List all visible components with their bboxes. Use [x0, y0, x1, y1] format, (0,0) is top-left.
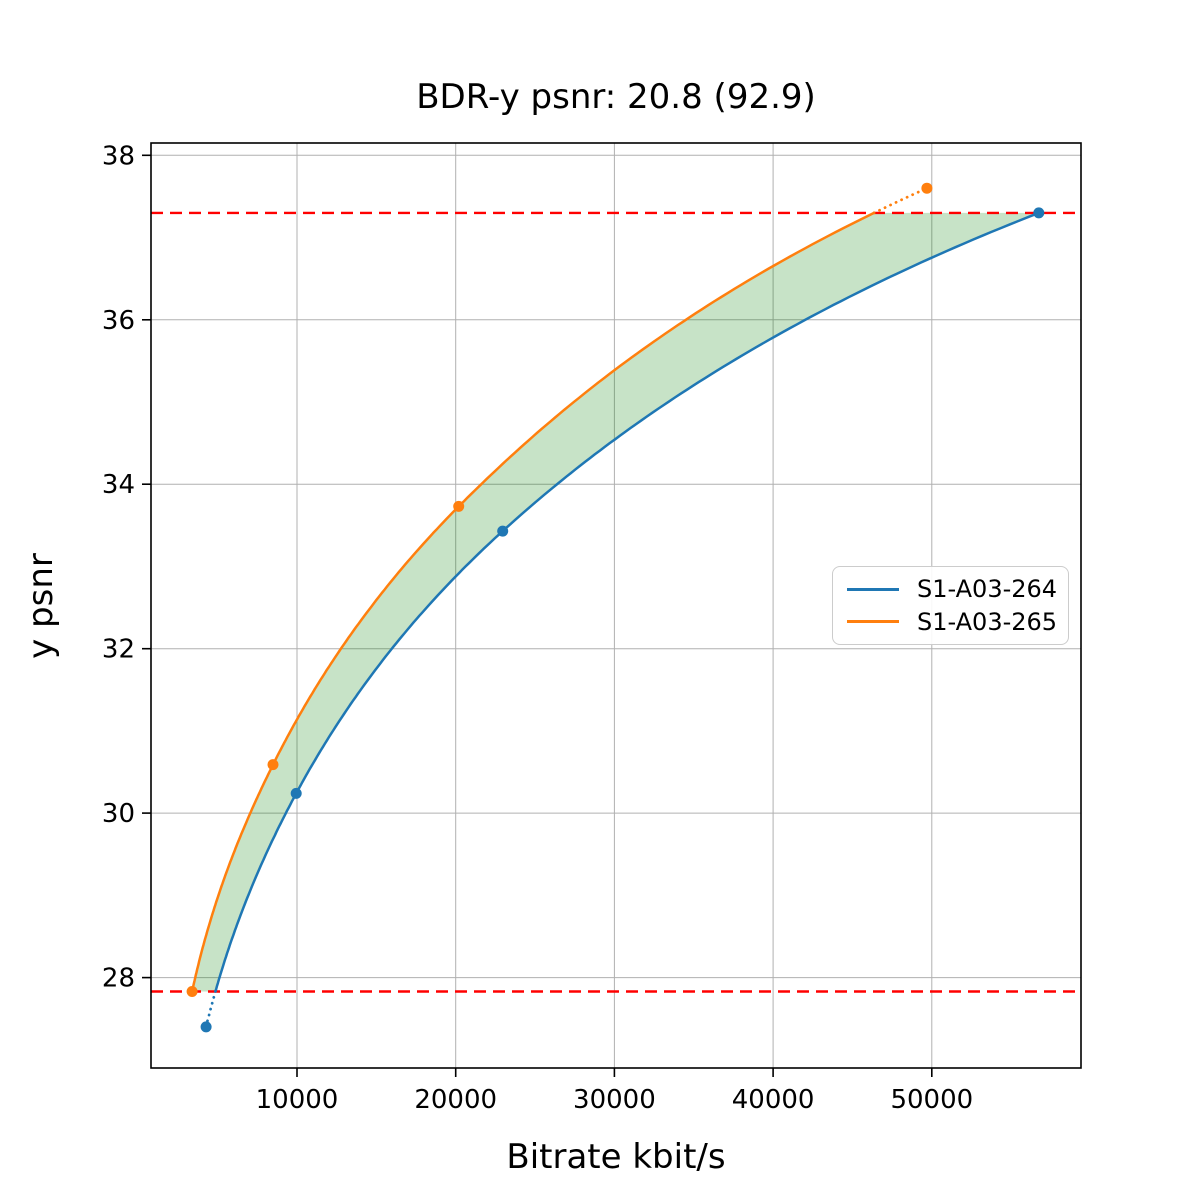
series-curve-dotted: [872, 186, 929, 215]
series-curve: [190, 211, 875, 992]
data-point-marker: [200, 1021, 212, 1033]
data-point-marker: [290, 787, 302, 799]
legend-line-orange: [847, 620, 899, 624]
legend-line-blue: [847, 587, 899, 591]
data-point-marker: [921, 182, 933, 194]
series-curves: [190, 186, 1040, 1029]
y-tick-label: 34: [102, 470, 135, 500]
series-curve-dotted: [204, 990, 217, 1029]
legend-label-265: S1-A03-265: [917, 607, 1058, 636]
data-point-marker: [186, 986, 198, 997]
chart-title: BDR-y psnr: 20.8 (92.9): [416, 77, 816, 117]
x-tick-label: 20000: [414, 1085, 497, 1115]
series-curve: [214, 211, 1040, 992]
plot-border: [150, 142, 1082, 1069]
x-tick-label: 50000: [890, 1085, 973, 1115]
data-point-marker: [267, 759, 279, 771]
x-tick-label: 10000: [256, 1085, 339, 1115]
axes: 10000 20000 30000 40000 50000 28 30 32 34 36 38: [102, 141, 1082, 1115]
legend-item-264: S1-A03-264: [847, 575, 1058, 604]
data-point-marker: [497, 525, 509, 537]
reference-lines: [151, 211, 1081, 993]
y-tick-label: 30: [102, 799, 135, 829]
legend-item-265: S1-A03-265: [847, 607, 1058, 636]
y-tick-label: 28: [102, 964, 135, 994]
y-tick-label: 38: [102, 141, 135, 171]
x-tick-label: 40000: [732, 1085, 815, 1115]
y-tick-label: 36: [102, 306, 135, 336]
legend: S1-A03-264 S1-A03-265: [832, 566, 1069, 645]
data-point-marker: [453, 500, 465, 512]
data-point-markers: [186, 182, 1045, 1033]
x-axis-label: Bitrate kbit/s: [506, 1137, 725, 1177]
data-point-marker: [1033, 207, 1045, 219]
legend-label-264: S1-A03-264: [917, 575, 1058, 604]
y-axis-label: y psnr: [21, 553, 61, 659]
x-tick-label: 30000: [573, 1085, 656, 1115]
y-tick-label: 32: [102, 635, 135, 665]
